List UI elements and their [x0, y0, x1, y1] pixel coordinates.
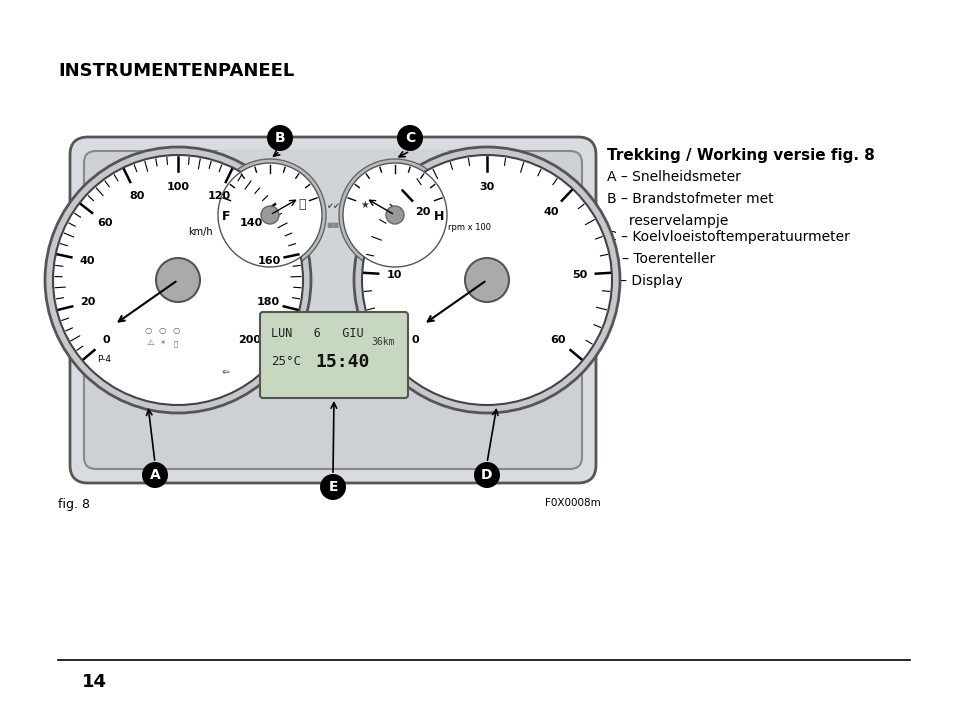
Text: 140: 140	[240, 218, 263, 228]
Text: 60: 60	[97, 218, 112, 228]
Text: ○: ○	[144, 325, 152, 335]
Text: A: A	[150, 468, 160, 482]
Text: F0X0008m: F0X0008m	[545, 498, 601, 508]
Circle shape	[320, 474, 346, 500]
Circle shape	[339, 159, 451, 271]
Text: B: B	[275, 131, 285, 145]
Text: 14: 14	[82, 673, 107, 691]
Circle shape	[343, 163, 447, 267]
Text: P-4: P-4	[97, 355, 111, 364]
Text: ⇐: ⇐	[222, 367, 230, 377]
Text: ★: ★	[361, 200, 370, 210]
Text: E – Display: E – Display	[607, 274, 683, 288]
Text: ⛽: ⛽	[299, 199, 305, 211]
Text: ⚠: ⚠	[146, 338, 154, 347]
FancyBboxPatch shape	[215, 150, 451, 320]
Text: 0: 0	[103, 335, 110, 345]
Text: A – Snelheidsmeter: A – Snelheidsmeter	[607, 170, 741, 184]
Text: fig. 8: fig. 8	[58, 498, 90, 511]
Text: D: D	[481, 468, 492, 482]
Text: 25°C: 25°C	[271, 355, 301, 368]
Circle shape	[53, 155, 303, 405]
Text: 40: 40	[543, 207, 559, 218]
Circle shape	[386, 206, 404, 224]
Text: 80: 80	[130, 191, 145, 201]
Circle shape	[261, 206, 279, 224]
Text: ○: ○	[173, 325, 180, 335]
Circle shape	[397, 125, 423, 151]
Text: 36km: 36km	[372, 337, 395, 347]
Circle shape	[362, 155, 612, 405]
Text: H: H	[434, 211, 444, 223]
Text: B – Brandstofmeter met: B – Brandstofmeter met	[607, 192, 774, 206]
Text: 30: 30	[479, 182, 494, 192]
Text: 20: 20	[80, 298, 95, 308]
FancyBboxPatch shape	[260, 312, 408, 398]
Text: D – Toerenteller: D – Toerenteller	[607, 252, 715, 266]
Text: 120: 120	[207, 191, 230, 201]
Text: 50: 50	[572, 269, 588, 279]
Text: 160: 160	[257, 256, 280, 266]
Text: 10: 10	[387, 269, 402, 279]
Text: 180: 180	[256, 298, 279, 308]
Circle shape	[474, 462, 500, 488]
Text: 0: 0	[412, 335, 420, 345]
Text: 20: 20	[416, 207, 431, 218]
Text: ☀: ☀	[160, 340, 166, 346]
Text: ⚿: ⚿	[174, 340, 179, 347]
Circle shape	[156, 258, 200, 302]
Text: C – Koelvloeistoftemperatuurmeter: C – Koelvloeistoftemperatuurmeter	[607, 230, 850, 244]
Text: Trekking / Working versie fig. 8: Trekking / Working versie fig. 8	[607, 148, 875, 163]
Text: 40: 40	[80, 256, 95, 266]
Text: rpm x 100: rpm x 100	[447, 223, 491, 233]
FancyBboxPatch shape	[84, 151, 582, 469]
Text: 200: 200	[238, 335, 261, 345]
Text: ■■: ■■	[326, 222, 340, 228]
Text: INSTRUMENTENPANEEL: INSTRUMENTENPANEEL	[58, 62, 295, 80]
Circle shape	[218, 163, 322, 267]
Text: 100: 100	[166, 182, 189, 192]
Circle shape	[142, 462, 168, 488]
Circle shape	[465, 258, 509, 302]
Text: 60: 60	[550, 335, 566, 345]
Text: reservelampje: reservelampje	[607, 214, 729, 228]
FancyBboxPatch shape	[70, 137, 596, 483]
Text: 15:40: 15:40	[315, 353, 370, 371]
Circle shape	[267, 125, 293, 151]
Text: C: C	[405, 131, 415, 145]
Text: km/h: km/h	[188, 227, 212, 237]
Text: LUN   6   GIU: LUN 6 GIU	[271, 327, 364, 340]
Text: ○: ○	[158, 325, 166, 335]
Circle shape	[45, 147, 311, 413]
Text: E: E	[328, 480, 338, 494]
Circle shape	[214, 159, 326, 271]
Text: ✔✔: ✔✔	[326, 203, 340, 211]
Text: F: F	[222, 211, 230, 223]
Circle shape	[354, 147, 620, 413]
